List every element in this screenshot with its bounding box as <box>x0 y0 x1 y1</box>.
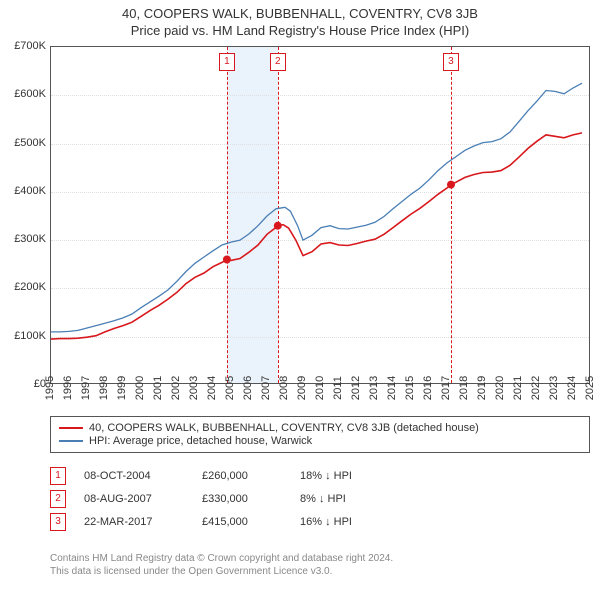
x-tick-label: 2013 <box>368 376 380 400</box>
x-tick-label: 2022 <box>530 376 542 400</box>
x-tick-label: 2000 <box>134 376 146 400</box>
legend-label: HPI: Average price, detached house, Warw… <box>89 435 312 447</box>
event-row-date: 22-MAR-2017 <box>84 516 184 528</box>
footer-attribution: Contains HM Land Registry data © Crown c… <box>50 552 393 578</box>
x-tick-label: 2021 <box>512 376 524 400</box>
event-row-badge: 3 <box>50 513 66 531</box>
x-tick-label: 2006 <box>242 376 254 400</box>
event-row-delta: 16% ↓ HPI <box>300 516 400 528</box>
event-marker <box>223 256 231 264</box>
legend-item: 40, COOPERS WALK, BUBBENHALL, COVENTRY, … <box>59 422 581 434</box>
x-tick-label: 2011 <box>332 376 344 400</box>
series-hpi <box>51 83 582 332</box>
event-row: 2 08-AUG-2007 £330,000 8% ↓ HPI <box>50 490 400 508</box>
event-row-price: £260,000 <box>202 470 282 482</box>
y-axis-labels: £0£100K£200K£300K£400K£500K£600K£700K <box>0 46 50 384</box>
x-tick-label: 1995 <box>44 376 56 400</box>
legend: 40, COOPERS WALK, BUBBENHALL, COVENTRY, … <box>50 416 590 453</box>
event-row-price: £330,000 <box>202 493 282 505</box>
y-tick-label: £200K <box>14 281 46 293</box>
series-property <box>51 133 582 339</box>
event-row-delta: 8% ↓ HPI <box>300 493 400 505</box>
x-tick-label: 2009 <box>296 376 308 400</box>
event-row-delta: 18% ↓ HPI <box>300 470 400 482</box>
x-tick-label: 2024 <box>566 376 578 400</box>
x-tick-label: 2008 <box>278 376 290 400</box>
x-tick-label: 2017 <box>440 376 452 400</box>
x-tick-label: 1996 <box>62 376 74 400</box>
x-tick-label: 2003 <box>188 376 200 400</box>
plot-area: 123 <box>50 46 590 384</box>
event-row-price: £415,000 <box>202 516 282 528</box>
x-tick-label: 2005 <box>224 376 236 400</box>
event-row-date: 08-AUG-2007 <box>84 493 184 505</box>
x-tick-label: 2020 <box>494 376 506 400</box>
legend-item: HPI: Average price, detached house, Warw… <box>59 435 581 447</box>
x-tick-label: 2012 <box>350 376 362 400</box>
x-axis-labels: 1995199619971998199920002001200220032004… <box>50 384 590 414</box>
event-marker <box>274 222 282 230</box>
legend-swatch <box>59 427 83 429</box>
x-tick-label: 2002 <box>170 376 182 400</box>
series-svg <box>51 47 591 385</box>
x-tick-label: 2025 <box>584 376 596 400</box>
event-row-date: 08-OCT-2004 <box>84 470 184 482</box>
event-row: 3 22-MAR-2017 £415,000 16% ↓ HPI <box>50 513 400 531</box>
x-tick-label: 2010 <box>314 376 326 400</box>
event-row-badge: 1 <box>50 467 66 485</box>
x-tick-label: 2015 <box>404 376 416 400</box>
chart-title-line1: 40, COOPERS WALK, BUBBENHALL, COVENTRY, … <box>0 0 600 21</box>
x-tick-label: 2014 <box>386 376 398 400</box>
y-tick-label: £400K <box>14 185 46 197</box>
event-row-badge: 2 <box>50 490 66 508</box>
chart-title-line2: Price paid vs. HM Land Registry's House … <box>0 21 600 42</box>
events-table: 1 08-OCT-2004 £260,000 18% ↓ HPI 2 08-AUG-200… <box>50 462 400 536</box>
x-tick-label: 2004 <box>206 376 218 400</box>
x-tick-label: 2018 <box>458 376 470 400</box>
footer-line1: Contains HM Land Registry data © Crown c… <box>50 552 393 565</box>
event-row: 1 08-OCT-2004 £260,000 18% ↓ HPI <box>50 467 400 485</box>
x-tick-label: 1998 <box>98 376 110 400</box>
x-tick-label: 2007 <box>260 376 272 400</box>
x-tick-label: 2019 <box>476 376 488 400</box>
x-tick-label: 2023 <box>548 376 560 400</box>
y-tick-label: £600K <box>14 88 46 100</box>
x-tick-label: 2016 <box>422 376 434 400</box>
x-tick-label: 2001 <box>152 376 164 400</box>
chart-container: 40, COOPERS WALK, BUBBENHALL, COVENTRY, … <box>0 0 600 590</box>
y-tick-label: £700K <box>14 40 46 52</box>
legend-label: 40, COOPERS WALK, BUBBENHALL, COVENTRY, … <box>89 422 479 434</box>
event-marker <box>447 181 455 189</box>
y-tick-label: £100K <box>14 330 46 342</box>
legend-swatch <box>59 440 83 442</box>
footer-line2: This data is licensed under the Open Gov… <box>50 565 393 578</box>
x-tick-label: 1997 <box>80 376 92 400</box>
y-tick-label: £500K <box>14 137 46 149</box>
x-tick-label: 1999 <box>116 376 128 400</box>
y-tick-label: £300K <box>14 233 46 245</box>
